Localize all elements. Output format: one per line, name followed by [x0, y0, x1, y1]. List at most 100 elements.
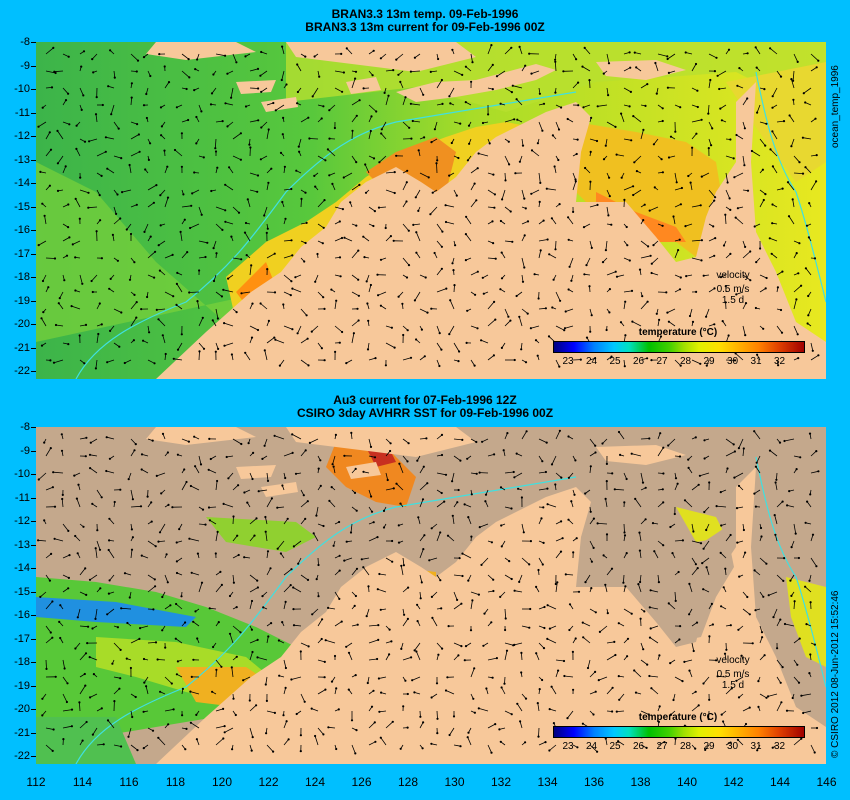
current-arrow [623, 87, 632, 93]
current-arrow-head [554, 483, 557, 486]
current-arrow-head [759, 247, 762, 250]
current-arrow-head [292, 624, 296, 627]
current-arrow-head [78, 217, 81, 220]
current-arrow-head [67, 576, 70, 579]
current-arrow [521, 274, 524, 282]
current-arrow [156, 308, 166, 311]
current-arrow [810, 534, 814, 542]
bottom-ytick-label: -10 [0, 469, 36, 480]
current-arrow-head [165, 553, 168, 556]
current-arrow [487, 64, 494, 72]
current-arrow-head [307, 364, 310, 367]
current-arrow-head [644, 518, 647, 521]
current-arrow-head [88, 656, 91, 659]
current-arrow [756, 104, 761, 113]
current-arrow-head [564, 310, 567, 313]
current-arrow [538, 741, 546, 746]
current-arrow-head [715, 659, 718, 662]
current-arrow-head [51, 636, 54, 639]
current-arrow-head [289, 584, 292, 587]
current-arrow-head [809, 601, 812, 604]
current-arrow-head [67, 55, 70, 58]
current-arrow-head [240, 442, 243, 446]
current-arrow-head [647, 713, 650, 716]
current-arrow-head [290, 568, 293, 571]
current-arrow-head [216, 166, 219, 169]
current-arrow-head [108, 579, 111, 582]
current-arrow-head [764, 287, 767, 290]
current-arrow-head [662, 501, 665, 504]
current-arrow [717, 70, 727, 77]
current-arrow [606, 641, 615, 644]
current-arrow-head [317, 595, 320, 598]
current-arrow-head [379, 57, 382, 60]
current-arrow [351, 274, 359, 281]
current-arrow-head [711, 127, 714, 130]
current-arrow-head [459, 459, 462, 462]
current-arrow-head [94, 113, 98, 116]
current-arrow-head [374, 357, 377, 360]
current-arrow [583, 104, 591, 108]
current-arrow-head [232, 697, 235, 700]
current-arrow-head [142, 56, 146, 59]
current-arrow-head [102, 743, 105, 746]
current-arrow-head [602, 158, 606, 161]
current-arrow [399, 463, 404, 474]
current-arrow-head [807, 294, 810, 298]
current-arrow-head [330, 486, 333, 489]
current-arrow-head [373, 210, 376, 213]
current-arrow-head [253, 534, 256, 537]
current-arrow-head [262, 606, 265, 609]
current-arrow-head [420, 581, 423, 584]
current-arrow-head [133, 449, 136, 452]
current-arrow [298, 138, 302, 147]
current-arrow-head [393, 171, 396, 174]
current-arrow-head [776, 286, 780, 289]
current-arrow [742, 302, 747, 310]
current-arrow [106, 436, 115, 440]
current-arrow [164, 291, 174, 297]
current-arrow-head [87, 625, 90, 628]
current-arrow-head [677, 570, 680, 574]
current-arrow [176, 283, 183, 293]
current-arrow [470, 53, 473, 63]
current-arrow-head [174, 637, 177, 640]
current-arrow-head [490, 621, 493, 624]
bottom-colorbar-tick: 26 [632, 741, 645, 752]
current-arrow [419, 499, 424, 508]
current-arrow-head [159, 106, 163, 109]
current-arrow-head [163, 149, 166, 152]
current-arrow-head [809, 653, 812, 656]
current-arrow [300, 117, 309, 123]
current-arrow-head [406, 692, 409, 696]
current-arrow-head [582, 226, 586, 229]
current-arrow-head [727, 48, 731, 51]
current-arrow-head [212, 645, 215, 649]
current-arrow [606, 654, 616, 661]
current-arrow-head [567, 238, 570, 241]
current-arrow-head [584, 581, 587, 584]
current-arrow-head [139, 505, 143, 508]
current-arrow-head [470, 493, 473, 496]
current-arrow [504, 710, 512, 715]
current-arrow-head [322, 524, 325, 528]
current-arrow-head [417, 209, 420, 212]
current-arrow [402, 97, 406, 106]
current-arrow-head [56, 162, 59, 165]
current-arrow [130, 549, 133, 559]
current-arrow-head [159, 690, 162, 693]
current-arrow-head [256, 656, 259, 659]
current-arrow-head [658, 705, 661, 708]
current-arrow-head [370, 705, 374, 708]
current-arrow [768, 591, 778, 596]
current-arrow [735, 217, 744, 225]
current-arrow [465, 216, 472, 225]
current-arrow-head [701, 562, 704, 565]
current-arrow [605, 240, 608, 251]
current-arrow-head [660, 158, 663, 161]
current-arrow [283, 601, 286, 610]
current-arrow [232, 625, 241, 633]
current-arrow-head [638, 531, 641, 534]
current-arrow-head [444, 220, 448, 224]
current-arrow-head [652, 143, 656, 146]
